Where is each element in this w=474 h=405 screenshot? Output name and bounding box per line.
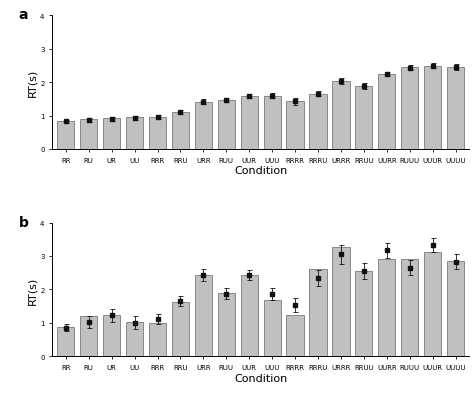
X-axis label: Condition: Condition	[234, 166, 287, 176]
Bar	[310, 95, 327, 149]
Bar	[241, 97, 258, 149]
Bar	[286, 102, 304, 149]
Text: a: a	[19, 8, 28, 22]
Y-axis label: RT(s): RT(s)	[27, 276, 37, 304]
Bar	[103, 119, 120, 149]
Bar	[218, 101, 235, 149]
Bar	[172, 113, 189, 149]
Bar	[218, 294, 235, 356]
Bar	[172, 302, 189, 356]
Bar	[355, 271, 373, 356]
Bar	[332, 81, 349, 149]
Bar	[57, 121, 74, 149]
Bar	[378, 75, 395, 149]
Bar	[149, 117, 166, 149]
Bar	[447, 68, 464, 149]
X-axis label: Condition: Condition	[234, 373, 287, 383]
Bar	[80, 119, 97, 149]
Bar	[424, 252, 441, 356]
Bar	[447, 261, 464, 356]
Bar	[378, 260, 395, 356]
Bar	[126, 322, 143, 356]
Bar	[310, 269, 327, 356]
Bar	[264, 300, 281, 356]
Bar	[57, 327, 74, 356]
Bar	[80, 316, 97, 356]
Bar	[332, 247, 349, 356]
Bar	[195, 102, 212, 149]
Bar	[103, 316, 120, 356]
Bar	[401, 260, 418, 356]
Bar	[355, 87, 373, 149]
Bar	[241, 276, 258, 356]
Bar	[195, 276, 212, 356]
Bar	[286, 316, 304, 356]
Bar	[424, 66, 441, 149]
Bar	[264, 97, 281, 149]
Y-axis label: RT(s): RT(s)	[27, 69, 37, 97]
Bar	[401, 68, 418, 149]
Bar	[149, 323, 166, 356]
Text: b: b	[19, 215, 28, 229]
Bar	[126, 117, 143, 149]
